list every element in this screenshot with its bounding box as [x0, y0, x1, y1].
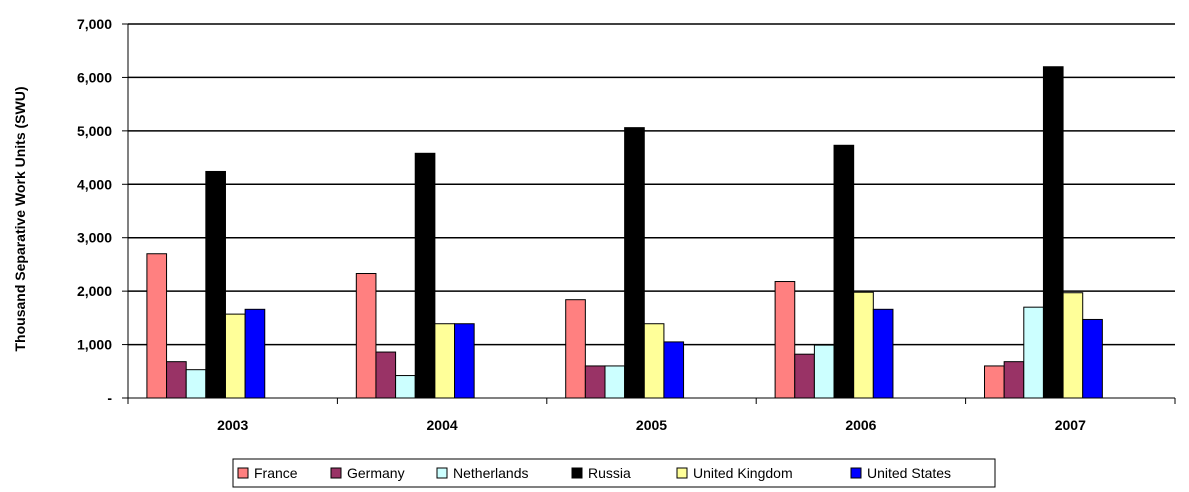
- bar-france-2005: [565, 299, 586, 399]
- bar-russia-2004: [414, 152, 436, 399]
- bar-netherlands-2007: [1023, 306, 1044, 399]
- x-tick-label: 2005: [636, 417, 667, 433]
- legend-label: Russia: [588, 465, 631, 481]
- bar-france-2003: [146, 253, 168, 399]
- y-tick-label: 7,000: [77, 16, 112, 32]
- bar-united-states-2006: [872, 308, 894, 399]
- bar-russia-2003: [205, 170, 226, 399]
- y-tick-label: 6,000: [77, 69, 112, 85]
- bar-france-2007: [984, 365, 1005, 399]
- bar-russia-2005: [624, 127, 645, 399]
- y-tick-label: 4,000: [77, 176, 112, 192]
- bar-united-states-2007: [1082, 318, 1103, 399]
- y-tick-label: 2,000: [77, 283, 112, 299]
- y-tick-label: -: [107, 390, 112, 406]
- bar-russia-2007: [1042, 66, 1064, 399]
- bar-united-kingdom-2005: [643, 323, 665, 399]
- bar-netherlands-2004: [395, 375, 416, 399]
- y-axis-label: Thousand Separative Work Units (SWU): [12, 87, 28, 352]
- y-tick-label: 5,000: [77, 123, 112, 139]
- bar-netherlands-2006: [813, 344, 835, 399]
- legend-label: France: [254, 465, 298, 481]
- legend-swatch: [237, 467, 249, 479]
- bars: [146, 66, 1103, 399]
- legend-swatch: [330, 467, 342, 479]
- bar-united-states-2003: [244, 308, 266, 399]
- bar-united-kingdom-2006: [853, 291, 874, 399]
- bar-united-kingdom-2004: [434, 323, 456, 399]
- bar-germany-2005: [584, 365, 606, 399]
- legend-swatch: [571, 467, 583, 479]
- bar-france-2006: [774, 281, 796, 399]
- bar-russia-2006: [833, 144, 855, 399]
- legend-box: [232, 458, 996, 488]
- legend-label: Netherlands: [453, 465, 529, 481]
- bar-netherlands-2003: [185, 369, 207, 399]
- legend-swatch: [436, 467, 448, 479]
- x-tick-label: 2003: [217, 417, 248, 433]
- bar-united-states-2005: [663, 341, 685, 399]
- bar-france-2004: [355, 273, 377, 399]
- legend: France Germany Netherlands Russia United Kin…: [232, 458, 996, 488]
- y-tick-label: 3,000: [77, 230, 112, 246]
- bar-germany-2007: [1003, 361, 1025, 399]
- y-tick-label: 1,000: [77, 337, 112, 353]
- bar-germany-2003: [166, 361, 187, 399]
- bar-united-states-2004: [454, 323, 475, 399]
- bar-united-kingdom-2003: [224, 313, 246, 399]
- x-tick-label: 2004: [427, 417, 458, 433]
- legend-label: United States: [867, 465, 951, 481]
- axes: [122, 23, 1176, 404]
- bar-united-kingdom-2007: [1062, 292, 1084, 399]
- tick-labels: - 1,000 2,000 3,000 4,000 5,000 6,000 7,000 2003…: [77, 16, 1086, 433]
- x-tick-label: 2007: [1055, 417, 1086, 433]
- x-tick-label: 2006: [845, 417, 876, 433]
- legend-label: Germany: [347, 465, 405, 481]
- gridlines: [128, 23, 1175, 346]
- bar-germany-2006: [794, 353, 815, 399]
- legend-label: United Kingdom: [693, 465, 793, 481]
- legend-swatch: [850, 467, 862, 479]
- bar-netherlands-2005: [604, 365, 626, 399]
- bar-germany-2004: [375, 351, 397, 399]
- legend-swatch: [676, 467, 688, 479]
